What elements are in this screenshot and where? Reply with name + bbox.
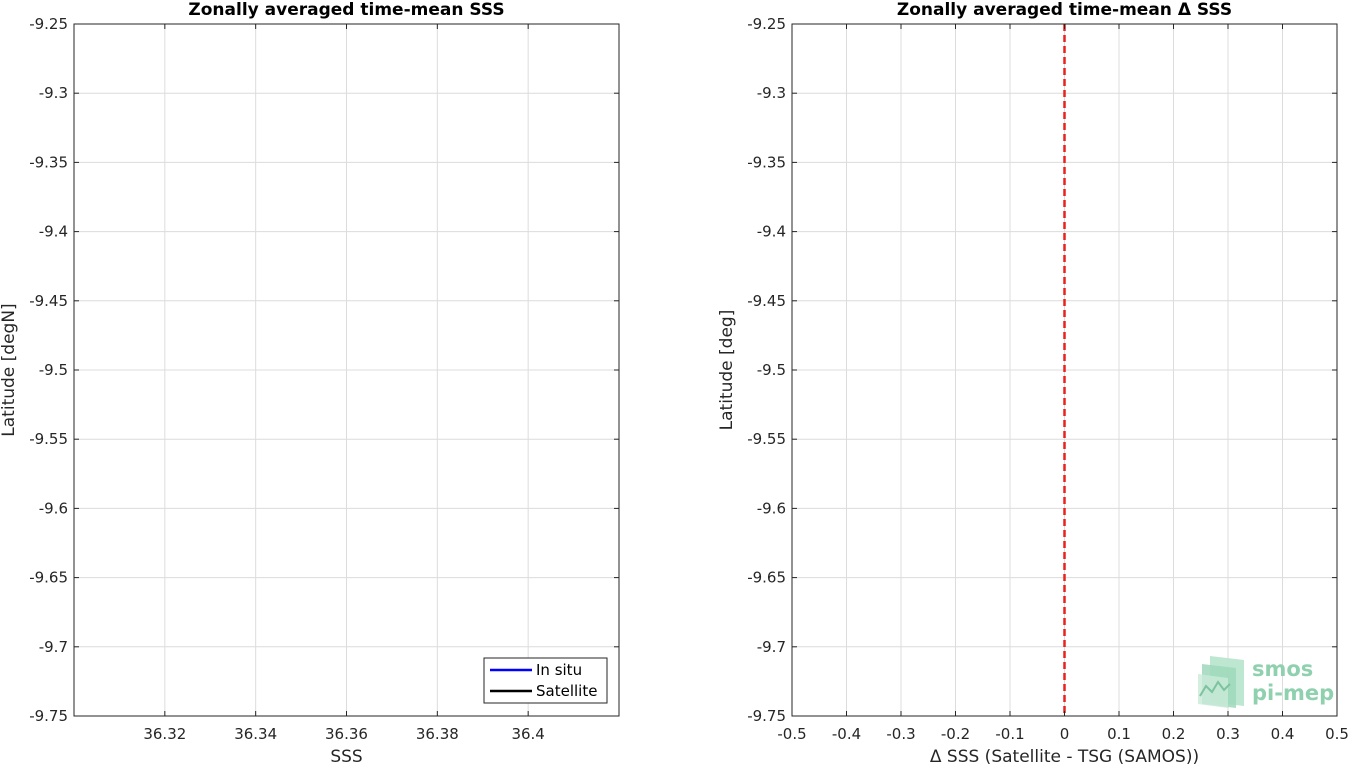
x-tick-label: 36.36 bbox=[325, 725, 368, 743]
x-tick-label: 0 bbox=[1060, 725, 1070, 743]
y-tick-label: -9.75 bbox=[747, 707, 786, 725]
y-tick-label: -9.5 bbox=[39, 361, 68, 379]
x-tick-label: 0.1 bbox=[1107, 725, 1131, 743]
y-tick-label: -9.6 bbox=[757, 499, 786, 517]
y-axis-label: Latitude [degN] bbox=[0, 303, 19, 436]
y-tick-label: -9.3 bbox=[39, 84, 68, 102]
y-axis-label: Latitude [deg] bbox=[717, 310, 737, 431]
y-tick-label: -9.65 bbox=[747, 569, 786, 587]
x-tick-label: -0.5 bbox=[777, 725, 806, 743]
y-tick-label: -9.3 bbox=[757, 84, 786, 102]
logo-line2: pi-mep bbox=[1252, 681, 1334, 705]
y-tick-label: -9.25 bbox=[29, 15, 68, 33]
y-tick-label: -9.7 bbox=[39, 638, 68, 656]
y-tick-label: -9.4 bbox=[39, 223, 68, 241]
right-axes: -0.5 -0.4 -0.3 -0.2 -0.1 0 0.1 0.2 0.3 0.4 0.5 -9.2… bbox=[717, 0, 1349, 765]
x-tick-label: -0.1 bbox=[995, 725, 1024, 743]
x-tick-label: 0.3 bbox=[1216, 725, 1240, 743]
logo-line1: smos bbox=[1252, 657, 1313, 681]
chart-title: Zonally averaged time-mean SSS bbox=[188, 0, 504, 20]
x-tick-label: 36.34 bbox=[234, 725, 277, 743]
y-tick-label: -9.5 bbox=[757, 361, 786, 379]
x-tick-label: 36.38 bbox=[416, 725, 459, 743]
chart-title: Zonally averaged time-mean Δ SSS bbox=[897, 0, 1232, 20]
x-tick-label: 0.5 bbox=[1325, 725, 1349, 743]
x-tick-label: 0.4 bbox=[1271, 725, 1295, 743]
x-axis-label: SSS bbox=[330, 747, 362, 765]
smos-pi-mep-logo: smos pi-mep bbox=[1198, 656, 1334, 708]
x-tick-label: -0.3 bbox=[886, 725, 915, 743]
left-axes: 36.32 36.34 36.36 36.38 36.4 -9.25 -9.3 -9.35 -9… bbox=[0, 0, 620, 765]
y-tick-label: -9.55 bbox=[747, 430, 786, 448]
y-tick-label: -9.35 bbox=[29, 153, 68, 171]
legend-label: Satellite bbox=[536, 682, 597, 700]
y-tick-label: -9.7 bbox=[757, 638, 786, 656]
x-tick-label: 36.4 bbox=[511, 725, 544, 743]
legend-box bbox=[483, 657, 608, 704]
x-tick-label: 0.2 bbox=[1162, 725, 1186, 743]
y-tick-label: -9.25 bbox=[747, 15, 786, 33]
x-tick-label: -0.2 bbox=[941, 725, 970, 743]
y-tick-label: -9.4 bbox=[757, 223, 786, 241]
x-tick-label: 36.32 bbox=[143, 725, 186, 743]
x-tick-label: -0.4 bbox=[832, 725, 861, 743]
y-tick-label: -9.35 bbox=[747, 153, 786, 171]
y-tick-label: -9.65 bbox=[29, 569, 68, 587]
y-tick-label: -9.45 bbox=[747, 292, 786, 310]
legend: In situ Satellite bbox=[483, 657, 608, 704]
y-tick-label: -9.45 bbox=[29, 292, 68, 310]
y-tick-label: -9.6 bbox=[39, 499, 68, 517]
y-tick-label: -9.75 bbox=[29, 707, 68, 725]
y-tick-label: -9.55 bbox=[29, 430, 68, 448]
legend-label: In situ bbox=[536, 661, 582, 679]
x-axis-label: Δ SSS (Satellite - TSG (SAMOS)) bbox=[930, 747, 1199, 765]
